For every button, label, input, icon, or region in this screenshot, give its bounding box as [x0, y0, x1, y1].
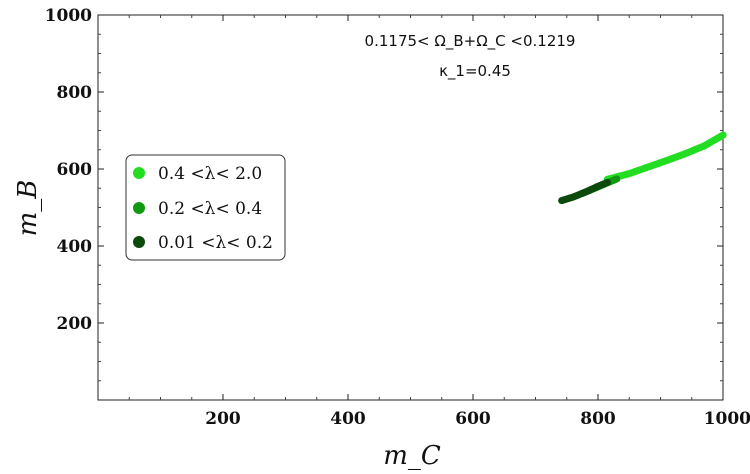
y-tick-label: 400 [57, 237, 93, 257]
annotation-kappa: κ_1=0.45 [439, 62, 511, 81]
x-tick-label: 400 [330, 409, 366, 429]
data-point [603, 178, 611, 187]
data-point [719, 131, 727, 139]
legend-marker-mid [133, 202, 145, 214]
y-tick-label: 1000 [45, 6, 92, 26]
x-tick-label: 600 [455, 409, 491, 429]
x-axis-title: m_C [383, 441, 441, 471]
x-tick-label: 1000 [704, 409, 750, 429]
y-tick-label: 600 [57, 160, 93, 180]
legend-label-mid: 0.2 <λ< 0.4 [158, 199, 262, 219]
y-axis-title: m_B [13, 180, 43, 237]
legend-box [125, 154, 286, 261]
legend-marker-high [133, 167, 145, 179]
x-tick-label: 200 [205, 409, 241, 429]
data-points [558, 131, 727, 205]
legend-label-low: 0.01 <λ< 0.2 [158, 233, 273, 253]
legend-marker-low [133, 236, 145, 248]
axis-ticks: 200 400 600 800 1000 200 400 600 800 1000 [45, 6, 750, 429]
y-tick-label: 200 [57, 314, 93, 334]
data-point [613, 175, 621, 183]
legend: 0.4 <λ< 2.0 0.2 <λ< 0.4 0.01 <λ< 0.2 [125, 154, 286, 261]
y-tick-label: 800 [57, 83, 93, 103]
annotation-omega: 0.1175< Ω_B+Ω_C <0.1219 [365, 32, 576, 51]
legend-label-high: 0.4 <λ< 2.0 [158, 164, 262, 184]
x-tick-label: 800 [580, 409, 616, 429]
